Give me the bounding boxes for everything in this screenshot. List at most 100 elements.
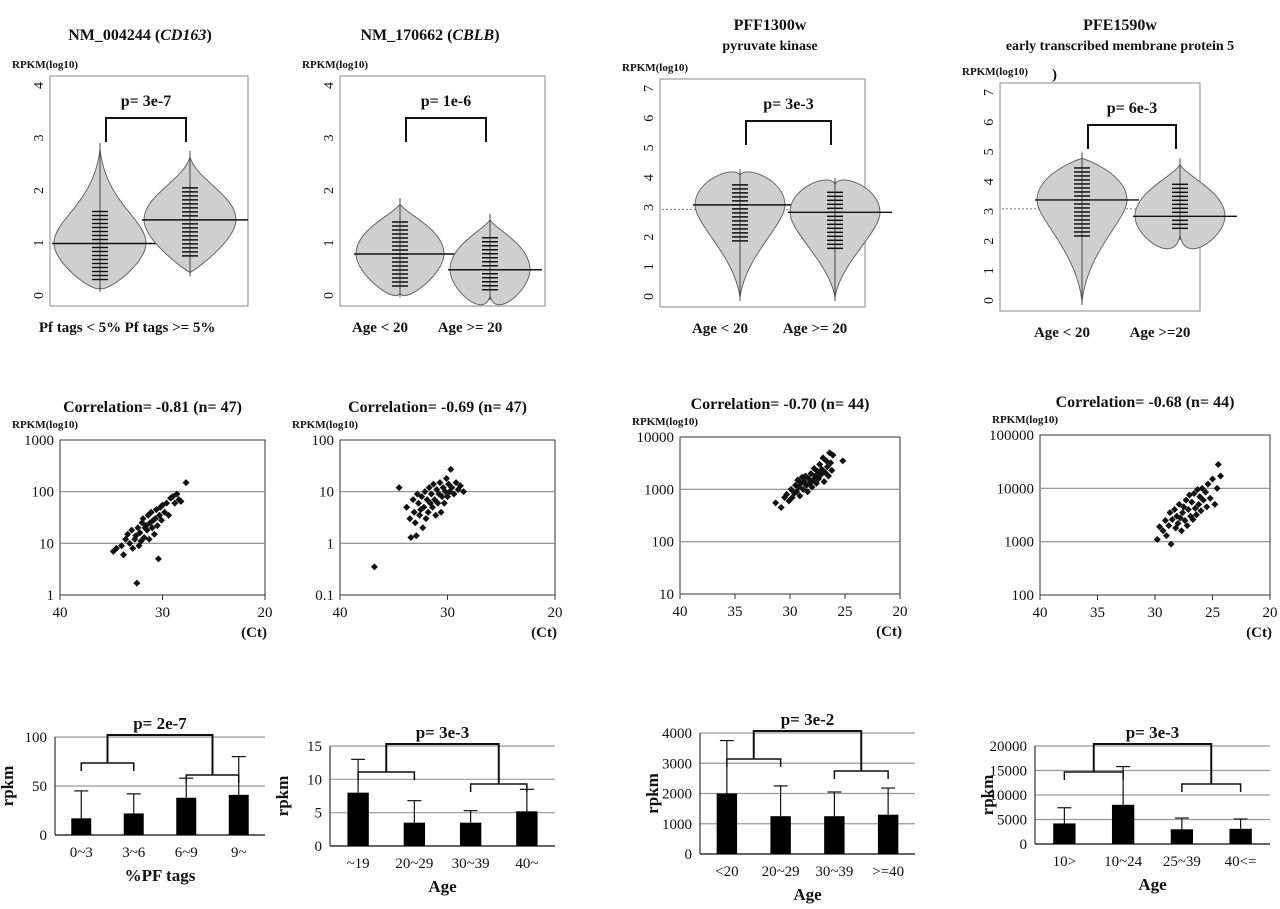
y-tick-label: 0 [982, 297, 997, 304]
y-axis-label: rpkm [643, 773, 662, 814]
bar [1111, 804, 1135, 844]
y-axis-label: RPKM(log10) [962, 66, 1028, 78]
scatter-point [409, 496, 417, 504]
p-value: p= 3e-7 [121, 93, 171, 110]
group-label: Age >=20 [1130, 325, 1191, 341]
scatter-point [422, 515, 430, 523]
y-axis-label: RPKM(log10) [302, 59, 368, 71]
scatter-point [823, 463, 831, 471]
category-label: 30~39 [815, 864, 853, 880]
x-axis-label: (Ct) [531, 625, 557, 641]
violin-plot: RPKM(log10) 0 1 2 3 4 Pf tags < 5% Pf tags >= 5… [12, 59, 249, 336]
correlation-title: Correlation= -0.68 (n= 44) [1056, 394, 1235, 411]
scatter-point [777, 503, 785, 511]
y-tick-label: 6 [642, 115, 657, 122]
scatter-point [410, 508, 418, 516]
x-axis-label: (Ct) [241, 625, 267, 641]
title-gene: CBLB [452, 27, 494, 44]
category-label: 20~29 [395, 856, 433, 872]
violin-plot: RPKM(log10) 0 1 2 3 4 5 6 7 Age < 20 Age >= 20 p= 3… [622, 62, 892, 337]
y-tick-label: 0 [40, 828, 48, 844]
group-label: Pf tags < 5% [39, 320, 121, 336]
scatter-point [1184, 506, 1192, 514]
scatter-point [1156, 523, 1164, 531]
y-axis-label: rpkm [0, 766, 17, 807]
scatter-point [118, 542, 125, 550]
scatter-point [808, 483, 816, 491]
scatter-point [150, 530, 158, 538]
y-tick-label: 5 [982, 148, 997, 155]
y-tick-label: 3 [32, 135, 47, 142]
scatter-point [421, 488, 429, 496]
y-tick-label: 5000 [997, 813, 1027, 829]
scatter-point [412, 532, 420, 540]
y-tick-label: 3 [982, 208, 997, 215]
p-value: p= 3e-2 [781, 710, 835, 729]
x-axis-label: (Ct) [1246, 625, 1272, 641]
scatter-point [1204, 480, 1212, 488]
y-tick-label: 0 [315, 839, 323, 855]
group-label: Pf tags >= 5% [125, 320, 216, 336]
category-label: 9~ [231, 845, 247, 861]
scatter-point [1175, 500, 1183, 508]
scatter-point [425, 484, 433, 492]
scatter-point [1165, 522, 1173, 530]
scatter-point [1217, 472, 1225, 480]
y-tick-label: 100000 [989, 428, 1034, 444]
y-tick-label: 3 [322, 135, 337, 142]
bar-chart: 0 1000 2000 3000 4000 rpkm <20 20~29 30~39 >=40 Ag… [643, 710, 915, 904]
title-text: NM_004244 ( [68, 27, 160, 44]
y-tick-label: 3000 [662, 756, 692, 772]
scatter-point [414, 499, 422, 507]
scatter-point [182, 479, 190, 487]
scatter-point [1153, 535, 1161, 543]
y-tick-label: 1 [327, 536, 335, 552]
scatter-point [1213, 484, 1221, 492]
scatter-plot: Correlation= -0.69 (n= 47) RPKM(log10) 0.1… [292, 399, 563, 641]
title-gene: CD163 [160, 27, 206, 44]
y-tick-label: 0 [685, 847, 693, 863]
y-tick-label: 2000 [662, 787, 692, 803]
scatter-point [153, 522, 161, 530]
scatter-point [430, 480, 438, 488]
category-label: 40<= [1225, 854, 1257, 870]
scatter-point [126, 539, 134, 547]
y-tick-label: 5 [642, 144, 657, 151]
scatter-point [825, 472, 832, 480]
y-tick-label: 2 [322, 187, 337, 194]
category-label: <20 [715, 864, 738, 880]
plot-frame [49, 75, 249, 307]
scatter-point [143, 526, 151, 534]
x-tick-label: 25 [1205, 605, 1220, 621]
scatter-point [1197, 507, 1205, 515]
y-tick-label: 6 [982, 119, 997, 126]
bar [716, 793, 738, 854]
category-label: >=40 [872, 864, 904, 880]
x-tick-label: 30 [783, 604, 798, 620]
scatter-point [420, 503, 428, 511]
scatter-point [1161, 516, 1169, 524]
category-label: 40~ [515, 856, 538, 872]
scatter-point [403, 503, 411, 511]
bar [176, 797, 197, 835]
y-tick-label: 1000 [24, 433, 54, 449]
scatter-point [136, 529, 144, 537]
scatter-point [804, 488, 812, 496]
scatter-point [1174, 519, 1182, 527]
y-tick-label: 100 [1012, 588, 1035, 604]
scatter-point [427, 490, 435, 498]
x-tick-label: 40 [333, 605, 348, 621]
panel-title: NM_004244 (CD163) [68, 27, 212, 44]
bar [1229, 828, 1252, 844]
y-tick-label: 0.1 [315, 588, 334, 604]
scatter-point [112, 544, 120, 552]
group-bracket [1063, 771, 1124, 780]
title-tail: ) [206, 27, 211, 44]
y-tick-label: 10 [659, 587, 674, 603]
p-value: p= 3e-3 [416, 723, 470, 742]
correlation-title: Correlation= -0.81 (n= 47) [63, 399, 242, 416]
y-tick-label: 4 [982, 178, 997, 185]
scatter-point [407, 533, 415, 541]
y-tick-label: 1 [47, 588, 55, 604]
scatter-point [772, 499, 780, 507]
